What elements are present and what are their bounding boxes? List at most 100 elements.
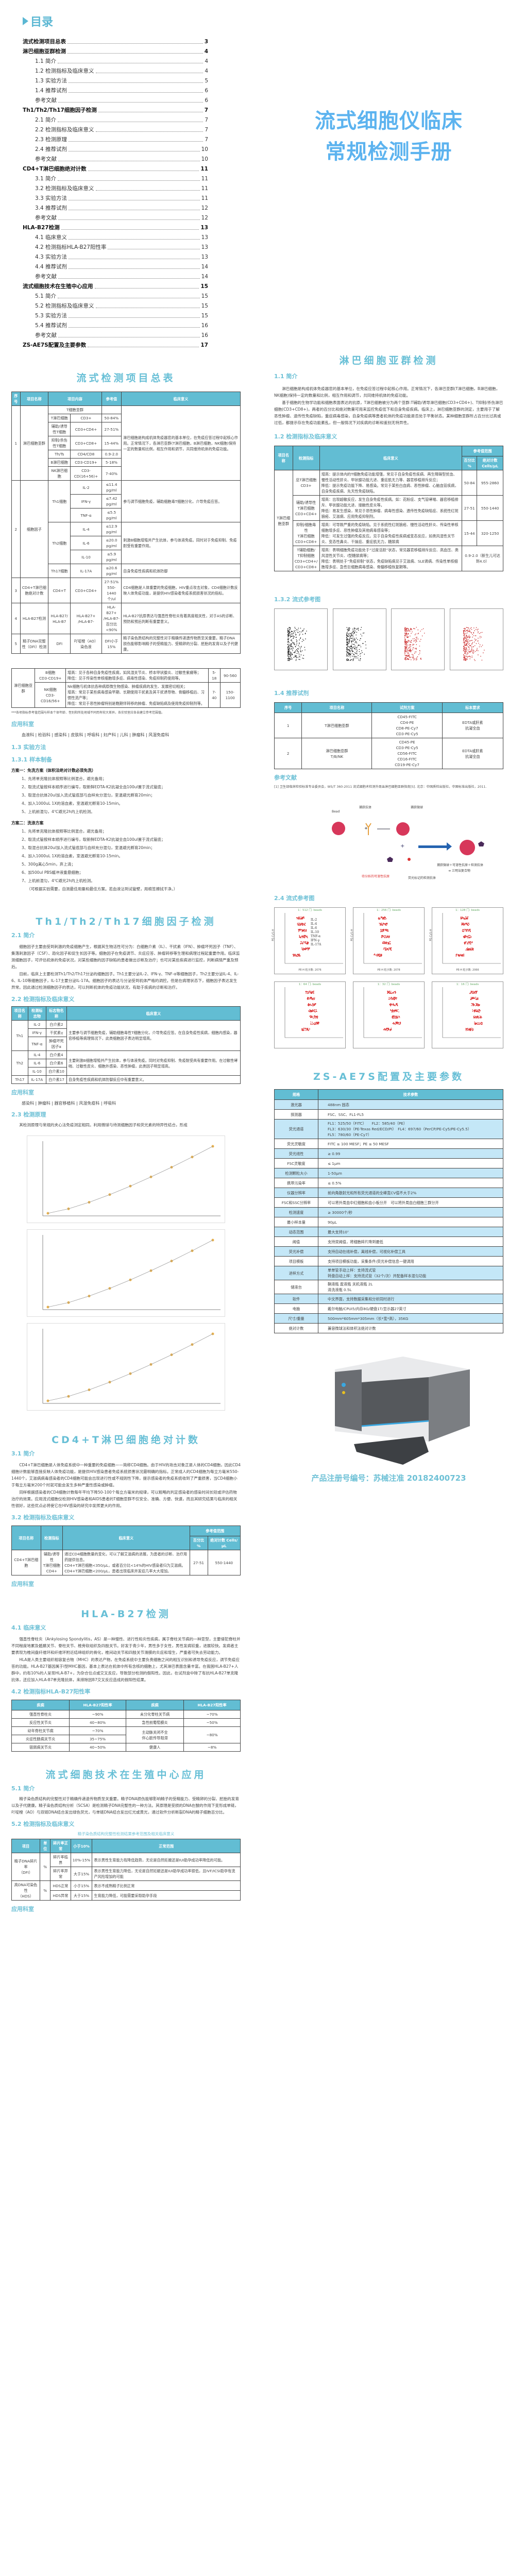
table-cell: 增高：出现超敏反应，发生自身免疫性疾病。如：花粉症、支气管哮喘、器官移植排斥、甲… [319,495,463,521]
params-section: ZS-AE7S配置及主要参数 规格 技术参数 激光器 488nm 固态 探测器 FSC、S… [274,1069,503,1333]
param-row: 软件 中文界面，支持数据采集和分析同时进行 [274,1294,503,1304]
table-cell: IL-6 [27,1059,47,1067]
toc-item[interactable]: Th1/Th2/Th17细胞因子检测 7 [23,105,208,115]
table-cell: 精子DNA碎片率 （DFI） [11,1853,41,1881]
table-cell: 27-51 [462,495,478,521]
toc-item[interactable]: 4.3 实验方法 13 [23,252,208,262]
toc-item[interactable]: 4.4 推荐试剂 14 [23,262,208,272]
toc-item[interactable]: 5.1 简介 15 [23,291,208,301]
cd4-table: 项目名称 检测指标 临床意义 参考值范围 百分比 % 绝对计数 Cells/μL CD4+T… [11,1526,241,1575]
lymph-reagents: 1.4 推荐试剂 序号 项目名称 试剂方案 标本要求 1 T淋巴细胞亚群 CD45-FITC… [274,686,504,790]
table-cell: % [40,1880,51,1901]
step: 3、取混合抗体20ul加入流式管底部与血样充分混匀，室温避光孵育20min； [22,793,155,798]
table-cell: 0.9-2.0 [101,450,122,459]
table-cell: 1 [274,713,302,738]
toc-label: 5.3 实验方法 [35,313,67,319]
toc-item[interactable]: 2.1 简介 7 [23,115,208,125]
toc-leader [95,187,200,191]
toc-leader [69,196,200,200]
table-cell: 2 [274,738,302,769]
toc-item[interactable]: 3.1 简介 11 [23,174,208,183]
table-cell: 抑制/杀伤性T细胞 [48,436,71,450]
table-cell: B细胞 CD3-CD19+ [35,668,66,683]
table-cell: 2 [11,480,21,578]
table-cell: 27-51% [101,422,122,436]
toc-leader [69,79,204,83]
toc-item[interactable]: ZS-AE7S配置及主要参数 17 [23,340,208,350]
param-row: 荧光灵敏度 FITC ≤ 100 MESF；PE ≤ 50 MESF [274,1139,503,1149]
toc-item[interactable]: 1.4 推荐试剂 6 [23,86,208,95]
paragraph: 精子染色质结构的完整性对于精确传递遗传物质至关重要。精子DNA损伤能够影响精子的… [11,1797,239,1815]
toc-item[interactable]: HLA-B27检测 13 [23,223,208,232]
column-header: 序号 [11,392,21,406]
dept-heading: 应用科室 [11,1581,34,1587]
toc-page: 13 [201,234,208,241]
cover-line-1: 流式细胞仪临床 [315,109,463,133]
table-cell: 小于15% [70,1880,93,1891]
table-row: 4 HLA-B27检测 HLA-B27/ HLA-B7 HLA-B27+ /HLA-B… [11,603,241,634]
toc-item[interactable]: 5.4 推荐试剂 16 [23,320,208,330]
subheading: 1.3.2 流式参考图 [274,596,321,603]
toc-item[interactable]: 参考文献 12 [23,213,208,223]
table-cell: 15-44 [462,520,478,546]
table-cell: 增高：表明细胞免疫功能处于“过度活跃”状态，常见器官移植排斥反应、高血压、类风湿… [319,546,463,571]
toc-leader [69,138,204,142]
table-cell: 550-1440 [477,495,503,521]
table-cell: NK细胞 CD3-CD16/56+ [35,682,66,708]
toc-item[interactable]: 5.2 检测指标及临床意义 15 [23,301,208,311]
table-row: TNF-α ≤5.5 pg/ml [12,508,241,522]
plot-legend: IL-2 IL-4 IL-6 IL-10 TNF-α IFN-γ IL-17A [311,918,321,947]
param-name: 尺寸/重量 [274,1313,318,1324]
toc-item[interactable]: 3.2 检测指标及临床意义 11 [23,183,208,193]
toc-page: 14 [201,273,208,280]
toc-item[interactable]: 2.2 检测指标及临床意义 7 [23,125,208,134]
toc-item[interactable]: 2.3 检测原理 7 [23,134,208,144]
table-row: 幼年脊柱关节病 ~70% 主动脉关闭不全 伴心脏传导阻滞 ~80% [11,1726,241,1743]
toc-label: 参考文献 [35,156,57,162]
column-header: 参考值范围 [462,446,503,456]
toc-item[interactable]: 参考文献 10 [23,154,208,164]
toc-item[interactable]: 参考文献 14 [23,272,208,281]
table-cell: CD3+CD8+ [70,436,102,450]
toc-item[interactable]: 2.4 推荐试剂 10 [23,144,208,154]
toc-item[interactable]: 1.3 实验方法 5 [23,76,208,86]
toc-item[interactable]: 淋巴细胞亚群检测 4 [23,46,208,56]
table-cell: 白介素2 [46,1020,67,1029]
toc-leader [69,265,200,269]
toc-item[interactable]: 1.1 简介 4 [23,56,208,66]
flow-plot [332,608,386,670]
toc-item[interactable]: 5.3 实验方法 15 [23,311,208,320]
table-cell: 幼年脊柱关节病 [11,1726,70,1735]
toc-page: 13 [201,244,208,250]
table-cell: T细胞亚群 [48,405,102,414]
table-cell: ≤12.9 pg/ml [101,522,122,536]
legend-item: IL-6 [311,926,317,930]
hla-section: HLA-B27检测 4.1 临床意义 强直性脊柱炎（Ankylosing Spo… [11,1606,241,1752]
svg-text:+: + [400,843,404,849]
toc-item[interactable]: 3.3 实验方法 11 [23,193,208,203]
table-cell: 5-18 [208,668,221,683]
toc-item[interactable]: 参考文献 16 [23,330,208,340]
standard-curve-figures [11,1136,241,1411]
th-flow-plots: 2.4 流式参考图 1：512 门: beads PE-Cy5-H IL-2 IL-4… [272,891,503,1048]
toc-item[interactable]: 4.1 临床意义 13 [23,232,208,242]
param-row: FSC灵敏度 ≤ 1μm [274,1158,503,1168]
table-cell: 主要参与调节细胞免疫，辅助细胞毒性T细胞分化，介导免疫应答。在自身免疫性疾病，细… [66,1020,241,1051]
table-row: 高DNA可染色性 （HDS）% HDS正常 小于15% 表示不成熟精子比例正常 [11,1880,241,1901]
toc-item[interactable]: 流式细胞技术在生殖中心应用 15 [23,281,208,291]
header-row: 项目名称 检测指标 临床意义 参考值范围 [274,446,503,470]
toc-page: 7 [205,136,208,143]
toc-item[interactable]: 流式检测项目总表 3 [23,37,208,46]
lymph-table-continued: 淋巴细胞亚群 B细胞 CD3-CD19+ 增高：见于各种自身免疫性疾病，如风湿关节炎… [11,668,241,893]
table-cell: 肿瘤坏死因子α [46,1037,67,1051]
toc-leader [58,177,200,181]
toc-page: 15 [201,302,208,309]
param-value: 可以将外周血中红细胞和血小板分开 可以将外周血白细胞三群分开 [318,1197,503,1208]
toc-item[interactable]: 3.4 推荐试剂 12 [23,203,208,213]
toc-item[interactable]: 参考文献 6 [23,95,208,105]
toc-item[interactable]: CD4+T淋巴细胞绝对计数 11 [23,164,208,174]
toc-item[interactable]: 1.2 检测指标及临床意义 4 [23,66,208,76]
table-row: Th1 IL-2 白介素2 主要参与调节细胞免疫，辅助细胞毒性T细胞分化，介导免疫应答… [11,1020,241,1051]
table-cell: 淋巴细胞亚群 [11,668,36,708]
toc-item[interactable]: 4.2 检测指标HLA-B27阳性率 13 [23,242,208,252]
